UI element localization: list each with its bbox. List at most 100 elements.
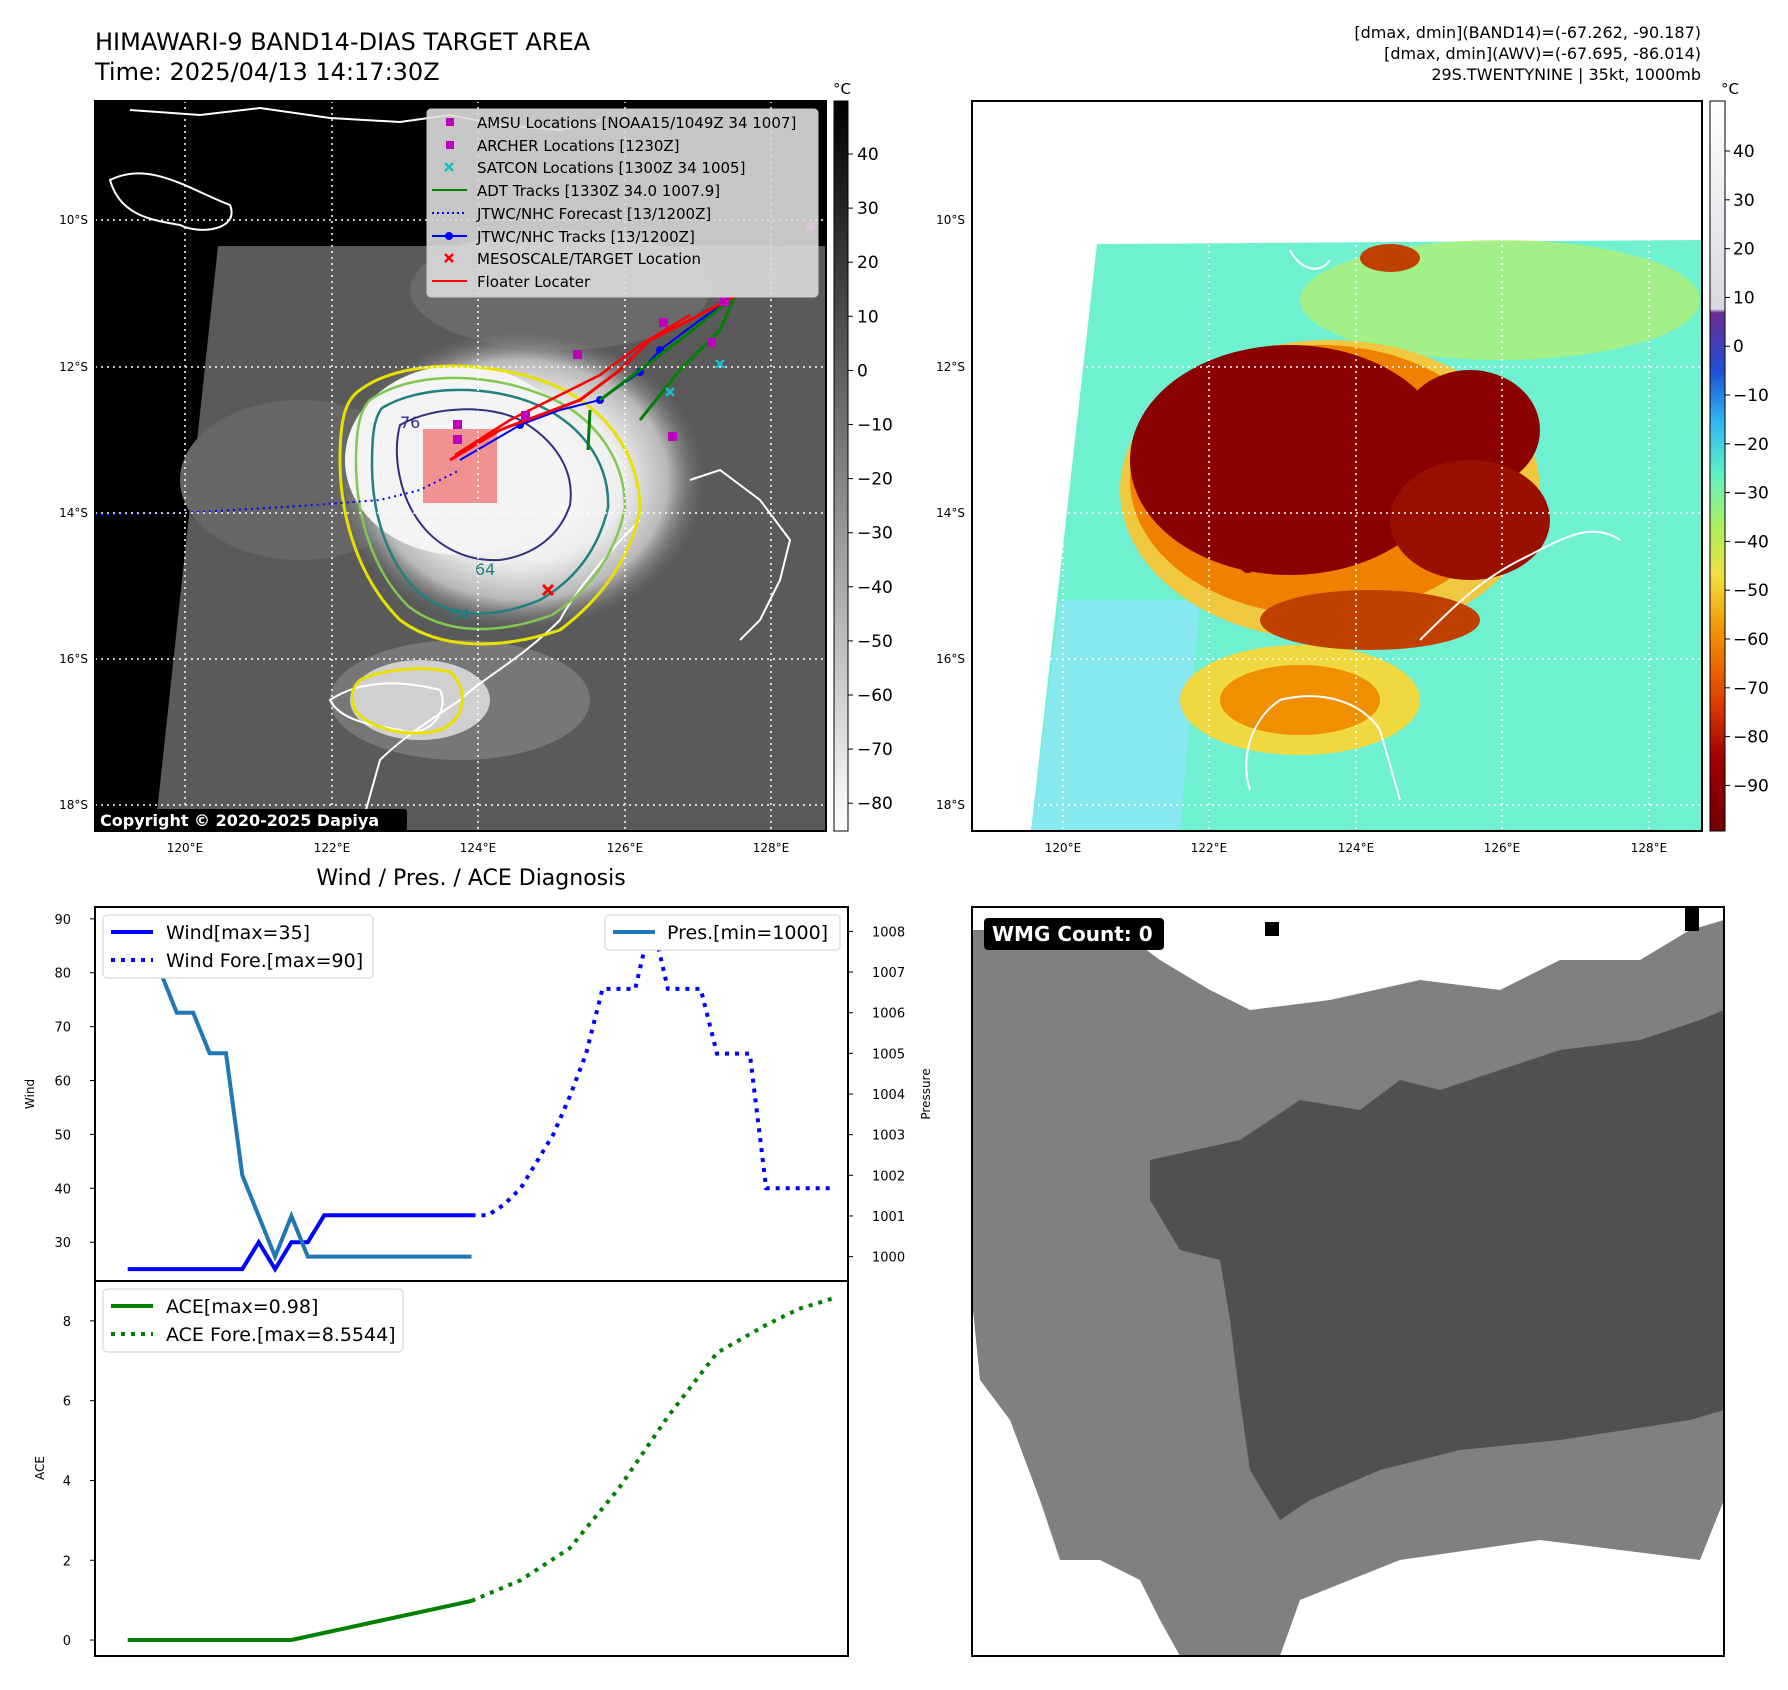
map2-lon-124e: 124°E	[1338, 841, 1375, 855]
map2-lat-16s: 16°S	[936, 652, 965, 666]
contour-label-54: 54	[450, 605, 470, 624]
map2-lat-12s: 12°S	[936, 360, 965, 374]
pressure-tick-label: 1006	[872, 1007, 905, 1022]
map2-lon-126e: 126°E	[1484, 841, 1521, 855]
map1-lat-ticks: 10°S 12°S 14°S 16°S 18°S	[59, 213, 88, 812]
gray-colorbar	[833, 100, 849, 832]
gray-colorbar-tick-label: 0	[857, 361, 868, 381]
color-colorbar-tick-label: −50	[1733, 581, 1769, 601]
wind-tick-label: 40	[54, 1182, 71, 1197]
ace-tick-label: 8	[63, 1315, 71, 1330]
map1-lon-128e: 128°E	[753, 841, 790, 855]
color-colorbar-tick-label: 30	[1733, 191, 1755, 211]
pressure-tick-label: 1004	[872, 1088, 905, 1103]
legend-swatch-target	[444, 253, 454, 263]
contour-label-76: 76	[400, 413, 420, 432]
color-colorbar-tick-label: −60	[1733, 630, 1769, 650]
wind-tick-label: 90	[54, 913, 71, 928]
pressure-legend: Pres.[min=1000]	[604, 914, 841, 951]
map2-lat-ticks: 10°S 12°S 14°S 16°S 18°S	[936, 213, 965, 812]
map1-lon-126e: 126°E	[607, 841, 644, 855]
legend-label-target: MESOSCALE/TARGET Location	[477, 250, 701, 268]
contour-label-64: 64	[475, 560, 495, 579]
legend-swatch-archer	[446, 141, 454, 149]
legend-label-pres: Pres.[min=1000]	[667, 922, 828, 944]
legend-label-jtwc-tracks: JTWC/NHC Tracks [13/1200Z]	[476, 228, 695, 246]
gray-colorbar-tick-label: −20	[857, 470, 893, 490]
wind-tick-label: 80	[54, 967, 71, 982]
color-colorbar-tick-label: −30	[1733, 484, 1769, 504]
map1-lon-124e: 124°E	[460, 841, 497, 855]
legend-label-adt: ADT Tracks [1330Z 34.0 1007.9]	[477, 182, 720, 200]
color-colorbar-unit: °C	[1721, 80, 1739, 98]
gray-colorbar-tick-label: −60	[857, 686, 893, 706]
ace-tick-label: 4	[63, 1474, 71, 1489]
map2-lon-122e: 122°E	[1191, 841, 1228, 855]
wind-legend: Wind[max=35] Wind Fore.[max=90]	[102, 914, 374, 979]
map1-lon-ticks: 120°E 122°E 124°E 126°E 128°E	[167, 841, 790, 855]
figure-title-line1: HIMAWARI-9 BAND14-DIAS TARGET AREA	[95, 28, 591, 56]
map1-lat-14s: 14°S	[59, 506, 88, 520]
series-line-wind	[127, 1213, 472, 1273]
gray-colorbar-tick-label: 10	[857, 307, 879, 327]
legend-label-wind-fore: Wind Fore.[max=90]	[166, 950, 363, 972]
legend-swatch-amsu	[446, 118, 454, 126]
map2-lon-128e: 128°E	[1631, 841, 1668, 855]
legend-label-archer: ARCHER Locations [1230Z]	[477, 137, 680, 155]
ace-y-ticks: 0 2 4 6 8	[63, 1315, 95, 1649]
series-line-pressure	[125, 930, 472, 1262]
map1-lat-12s: 12°S	[59, 360, 88, 374]
map2-lat-10s: 10°S	[936, 213, 965, 227]
figure-title-line2: Time: 2025/04/13 14:17:30Z	[94, 58, 440, 86]
wind-y-ticks: 30 40 50 60 70 80 90	[54, 913, 95, 1251]
color-colorbar-tick-label: −80	[1733, 728, 1769, 748]
color-colorbar-tick-label: −90	[1733, 776, 1769, 796]
color-colorbar-tick-label: 40	[1733, 142, 1755, 162]
wind-tick-label: 60	[54, 1075, 71, 1090]
wind-tick-label: 70	[54, 1021, 71, 1036]
copyright-text: Copyright © 2020-2025 Dapiya	[100, 811, 379, 830]
map1-lat-18s: 18°S	[59, 798, 88, 812]
pressure-tick-label: 1005	[872, 1047, 905, 1062]
ace-tick-label: 6	[63, 1395, 71, 1410]
color-colorbar-tick-label: −70	[1733, 679, 1769, 699]
wind-axis-label: Wind	[23, 1079, 37, 1109]
map1-lon-120e: 120°E	[167, 841, 204, 855]
legend-label-jtwc-forecast: JTWC/NHC Forecast [13/1200Z]	[476, 205, 711, 223]
color-colorbar-tick-label: 0	[1733, 337, 1744, 357]
ace-tick-label: 0	[63, 1634, 71, 1649]
map1-lon-122e: 122°E	[314, 841, 351, 855]
map2-lat-14s: 14°S	[936, 506, 965, 520]
gray-colorbar-tick-label: −10	[857, 416, 893, 436]
map-legend: AMSU Locations [NOAA15/1049Z 34 1007] AR…	[426, 108, 819, 298]
gray-colorbar-tick-label: −50	[857, 632, 893, 652]
diagnosis-title: Wind / Pres. / ACE Diagnosis	[316, 866, 625, 891]
series-line-ace-forecast	[470, 1296, 833, 1603]
gray-colorbar-tick-label: −70	[857, 740, 893, 760]
pressure-tick-label: 1000	[872, 1251, 905, 1266]
legend-label-amsu: AMSU Locations [NOAA15/1049Z 34 1007]	[477, 114, 796, 132]
ace-axis-label: ACE	[33, 1456, 47, 1480]
gray-colorbar-tick-label: −40	[857, 578, 893, 598]
info-line1: [dmax, dmin](BAND14)=(-67.262, -90.187)	[1354, 23, 1701, 42]
pressure-tick-label: 1002	[872, 1169, 905, 1184]
info-line2: [dmax, dmin](AWV)=(-67.695, -86.014)	[1384, 44, 1701, 63]
legend-label-wind: Wind[max=35]	[166, 922, 310, 944]
map2-lon-ticks: 120°E 122°E 124°E 126°E 128°E	[1045, 841, 1668, 855]
wind-tick-label: 30	[54, 1236, 71, 1251]
series-line-ace	[127, 1598, 472, 1642]
pressure-tick-label: 1007	[872, 966, 905, 981]
color-colorbar-ticks: 40 30 20 10 0 −10 −20 −30 −40 −50 −60 −70 −80 −90	[1725, 142, 1769, 796]
map2-lat-18s: 18°S	[936, 798, 965, 812]
legend-label-ace: ACE[max=0.98]	[166, 1296, 318, 1318]
ace-tick-label: 2	[63, 1554, 71, 1569]
pressure-tick-label: 1001	[872, 1210, 905, 1225]
info-line3: 29S.TWENTYNINE | 35kt, 1000mb	[1431, 65, 1701, 84]
ace-legend: ACE[max=0.98] ACE Fore.[max=8.5544]	[102, 1288, 404, 1353]
pressure-y-ticks: 1000 1001 1002 1003 1004 1005 1006 1007 1008	[848, 925, 905, 1266]
map2-lon-120e: 120°E	[1045, 841, 1082, 855]
gray-colorbar-tick-label: −80	[857, 794, 893, 814]
wind-tick-label: 50	[54, 1128, 71, 1143]
color-colorbar-tick-label: −40	[1733, 532, 1769, 552]
pressure-tick-label: 1003	[872, 1129, 905, 1144]
